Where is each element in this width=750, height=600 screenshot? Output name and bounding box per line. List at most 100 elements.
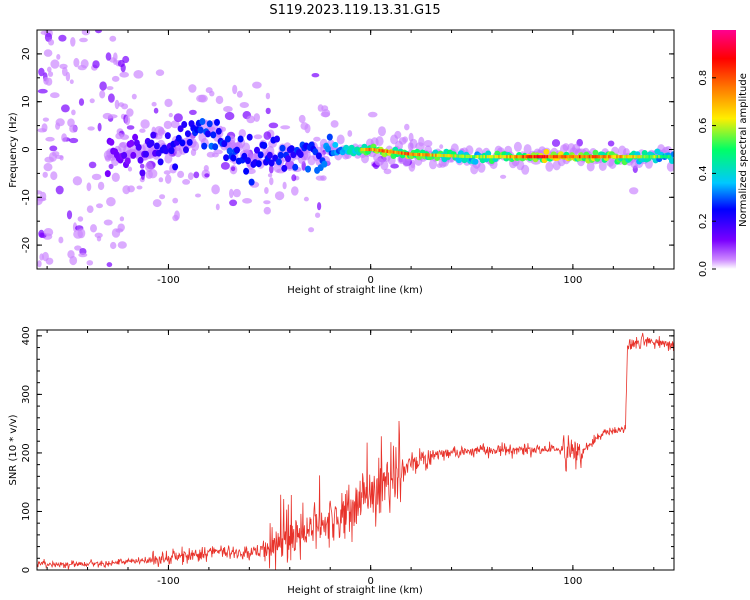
spectrogram-cell	[368, 147, 371, 152]
spectrogram-cell	[215, 127, 222, 135]
spectrogram-cell	[669, 155, 672, 159]
spectrogram-cell	[119, 216, 125, 222]
spectrogram-cell	[95, 30, 102, 34]
spectrogram-cell	[438, 153, 440, 157]
spectrogram-cell	[241, 152, 248, 160]
spectrogram-cell	[263, 206, 271, 215]
spectrogram-cell	[184, 130, 191, 138]
spectrogram-cell	[164, 98, 173, 108]
spectrogram-cell	[423, 153, 426, 157]
spectrogram-cell	[635, 155, 638, 159]
spectrogram-cell	[515, 155, 518, 159]
spectrogram-cell	[590, 155, 592, 159]
snr-ytick-label: 200	[21, 443, 32, 462]
snr-panel: -100 0 100 0 100 200 300 400 Height of straight…	[8, 326, 675, 596]
spectrogram-cell	[523, 144, 532, 155]
spectrogram-cell	[109, 35, 117, 42]
spectrogram-cell	[223, 106, 233, 113]
spectrogram-cell	[221, 140, 228, 148]
spectrogram-cell	[376, 148, 379, 152]
spectrogram-cell	[145, 161, 153, 172]
spectrogram-cell	[275, 158, 282, 166]
spectrogram-ytick-label: -10	[21, 189, 32, 205]
colorbar-tick-label: 0.0	[698, 261, 709, 277]
spectrogram-cell	[55, 155, 64, 159]
spectrogram-cell	[473, 155, 476, 159]
spectrogram-cell	[315, 152, 322, 160]
spectrogram-cell	[297, 151, 304, 158]
snr-xtick-label: 0	[367, 576, 373, 587]
spectrogram-cell	[585, 155, 587, 159]
spectrogram-cell	[496, 155, 498, 159]
spectrogram-cell	[97, 181, 105, 191]
spectrogram-cell	[583, 155, 586, 159]
spectrogram-cell	[404, 123, 410, 131]
spectrogram-cell	[179, 139, 186, 147]
snr-series-line	[37, 332, 674, 570]
spectrogram-cell	[315, 212, 321, 218]
spectrogram-cell	[450, 143, 459, 154]
spectrogram-cell	[55, 185, 64, 195]
spectrogram-cell	[390, 134, 399, 145]
spectrogram-cell	[527, 155, 529, 159]
spectrogram-cell	[519, 155, 521, 159]
spectrogram-cell	[139, 169, 146, 177]
spectrogram-cell	[425, 153, 427, 157]
spectrogram-cell	[501, 155, 503, 159]
spectrogram-cell	[212, 143, 219, 151]
spectrogram-cell	[111, 172, 120, 182]
spectrogram-cell	[50, 59, 60, 69]
spectrogram-cell	[600, 155, 602, 159]
snr-xtick-label: 100	[563, 576, 582, 587]
spectrogram-cell	[460, 154, 463, 158]
spectrogram-cell	[561, 155, 563, 159]
spectrogram-cell	[77, 216, 84, 222]
spectrogram-cell	[522, 155, 524, 159]
spectrogram-cell	[288, 145, 295, 153]
spectrogram-cell	[365, 147, 367, 152]
spectrogram-cell	[113, 52, 118, 62]
spectrogram-cell	[196, 94, 207, 103]
spectrogram-cell	[667, 155, 670, 159]
spectrogram-cell	[512, 155, 515, 159]
spectrogram-cell	[646, 155, 649, 159]
spectrogram-cell	[533, 155, 536, 159]
spectrogram-cell	[268, 159, 275, 167]
snr-ticks: -100 0 100 0 100 200 300 400	[21, 326, 674, 587]
spectrogram-cell	[577, 155, 579, 159]
spectrogram-cell	[239, 102, 249, 108]
colorbar: 0.0 0.2 0.4 0.6 0.8 Normalized spectral ampl…	[698, 30, 749, 277]
spectrogram-cell	[151, 101, 157, 107]
spectrogram-cell	[447, 154, 450, 158]
spectrogram-cell	[158, 177, 164, 183]
spectrogram-cell	[321, 109, 331, 118]
spectrogram-cell	[477, 162, 486, 173]
spectrogram-cell	[74, 245, 82, 251]
spectrogram-cell	[663, 155, 665, 159]
spectrogram-cell	[230, 154, 237, 162]
spectrogram-cell	[491, 155, 494, 159]
spectrogram-cell	[211, 184, 220, 195]
spectrogram-cell	[214, 118, 220, 126]
spectrogram-cell	[111, 75, 120, 82]
spectrogram-cell	[37, 260, 42, 268]
spectrogram-cell	[244, 157, 251, 165]
spectrogram-cell	[61, 104, 70, 113]
spectrogram-cell	[291, 186, 299, 196]
spectrogram-cell	[181, 121, 188, 128]
spectrogram-cell	[47, 71, 54, 77]
spectrogram-cell	[378, 148, 380, 152]
spectrogram-cell	[210, 131, 217, 139]
spectrogram-cell	[163, 170, 171, 175]
spectrogram-cell	[87, 126, 95, 131]
spectrogram-cell	[106, 197, 116, 207]
spectrogram-cell	[136, 185, 143, 190]
spectrogram-cell	[70, 37, 76, 47]
snr-frame	[36, 329, 675, 571]
figure-title: S119.2023.119.13.31.G15	[269, 3, 440, 18]
spectrogram-cell	[308, 227, 315, 233]
spectrogram-cell	[418, 153, 421, 157]
